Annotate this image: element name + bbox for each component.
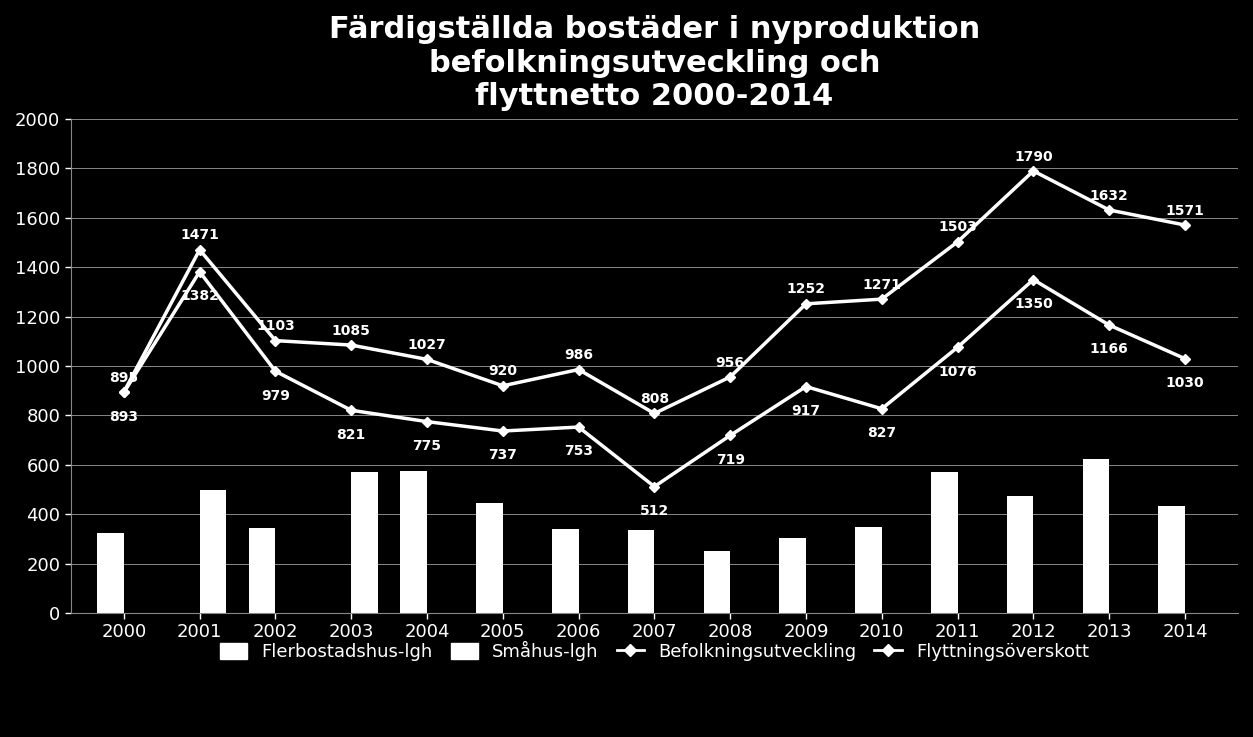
Befolkningsutveckling [1026, 275, 1041, 284]
Flyttningsöverskott [420, 355, 435, 364]
Text: 512: 512 [640, 504, 669, 518]
Legend: Flerbostadshus-lgh, Småhus-lgh, Befolkningsutveckling, Flyttningsöverskott: Flerbostadshus-lgh, Småhus-lgh, Befolkni… [213, 634, 1096, 668]
Text: 956: 956 [715, 355, 744, 369]
Text: 808: 808 [640, 392, 669, 406]
Flyttningsöverskott [1026, 167, 1041, 175]
Text: 1632: 1632 [1090, 189, 1129, 203]
Flyttningsöverskott [343, 340, 358, 349]
Flyttningsöverskott [950, 237, 965, 246]
Text: 737: 737 [489, 448, 517, 462]
Flyttningsöverskott [798, 299, 813, 308]
Befolkningsutveckling [1101, 321, 1116, 329]
Befolkningsutveckling [268, 367, 283, 376]
Bar [1007, 496, 1034, 613]
Flyttningsöverskott [571, 365, 586, 374]
Text: 893: 893 [109, 410, 138, 424]
Flyttningsöverskott [1101, 206, 1116, 214]
Flyttningsöverskott [875, 295, 890, 304]
Befolkningsutveckling [571, 422, 586, 431]
Bar [351, 472, 377, 613]
Text: 1790: 1790 [1014, 150, 1053, 164]
Flyttningsöverskott [1178, 220, 1193, 229]
Text: 1382: 1382 [180, 289, 219, 303]
Befolkningsutveckling [875, 405, 890, 413]
Flyttningsöverskott [192, 245, 207, 254]
Text: 920: 920 [489, 364, 517, 378]
Line: Befolkningsutveckling: Befolkningsutveckling [120, 268, 1188, 490]
Bar [553, 529, 579, 613]
Text: 1030: 1030 [1165, 376, 1204, 390]
Text: 1252: 1252 [787, 282, 826, 296]
Line: Flyttningsöverskott: Flyttningsöverskott [120, 167, 1188, 417]
Text: 1271: 1271 [862, 278, 901, 292]
Bar [98, 533, 124, 613]
Bar [779, 538, 806, 613]
Flyttningsöverskott [117, 388, 132, 397]
Bar [1159, 506, 1185, 613]
Bar [931, 472, 957, 613]
Bar [401, 471, 427, 613]
Bar [1083, 458, 1109, 613]
Title: Färdigställda bostäder i nyproduktion
befolkningsutveckling och
flyttnetto 2000-: Färdigställda bostäder i nyproduktion be… [328, 15, 980, 111]
Befolkningsutveckling [723, 431, 738, 440]
Text: 1103: 1103 [256, 319, 294, 333]
Text: 1076: 1076 [938, 365, 977, 379]
Befolkningsutveckling [343, 406, 358, 415]
Flyttningsöverskott [268, 336, 283, 345]
Text: 986: 986 [564, 348, 593, 362]
Befolkningsutveckling [192, 268, 207, 276]
Bar [249, 528, 276, 613]
Bar [856, 527, 882, 613]
Text: 1571: 1571 [1165, 203, 1204, 217]
Text: 1027: 1027 [407, 338, 446, 352]
Flyttningsöverskott [647, 409, 662, 418]
Text: 917: 917 [792, 404, 821, 418]
Befolkningsutveckling [798, 383, 813, 391]
Text: 1503: 1503 [938, 220, 977, 234]
Text: 1350: 1350 [1014, 297, 1053, 311]
Bar [199, 489, 227, 613]
Befolkningsutveckling [420, 417, 435, 426]
Text: 1471: 1471 [180, 228, 219, 242]
Befolkningsutveckling [1178, 354, 1193, 363]
Befolkningsutveckling [117, 388, 132, 397]
Text: 895: 895 [109, 371, 138, 385]
Befolkningsutveckling [495, 427, 510, 436]
Bar [476, 503, 502, 613]
Text: 719: 719 [715, 453, 744, 467]
Text: 753: 753 [564, 444, 593, 458]
Flyttningsöverskott [495, 381, 510, 390]
Text: 821: 821 [337, 427, 366, 441]
Text: 827: 827 [867, 426, 896, 440]
Befolkningsutveckling [647, 482, 662, 491]
Bar [628, 531, 654, 613]
Befolkningsutveckling [950, 343, 965, 352]
Text: 979: 979 [261, 388, 289, 402]
Bar [704, 551, 730, 613]
Text: 1166: 1166 [1090, 343, 1129, 357]
Text: 775: 775 [412, 439, 441, 453]
Text: 1085: 1085 [332, 324, 371, 338]
Flyttningsöverskott [723, 372, 738, 381]
